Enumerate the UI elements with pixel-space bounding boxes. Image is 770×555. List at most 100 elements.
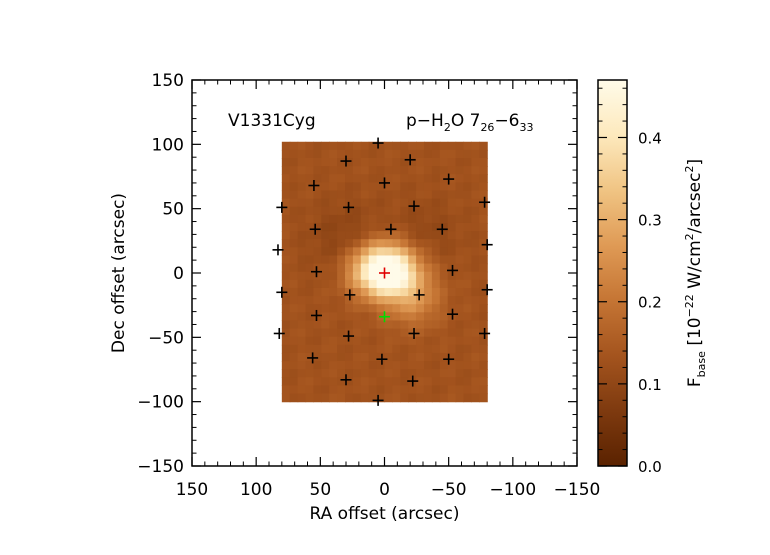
heatmap-cell [360,361,370,370]
heatmap-cell [471,141,480,151]
heatmap-cell [463,336,472,346]
heatmap-cell [376,247,386,257]
heatmap-cell [321,393,330,403]
heatmap-cell [471,214,480,224]
heatmap-cell [313,336,322,346]
spaxel-marker [376,353,388,365]
heatmap-cell [313,377,322,387]
heatmap-cell [471,166,480,175]
heatmap-cell [479,352,488,362]
heatmap-cell [360,149,370,159]
heatmap-cell [297,190,307,200]
heatmap-cell [471,271,480,281]
spaxel-marker [481,239,493,251]
heatmap-cell [455,279,465,289]
heatmap-cell [329,222,338,232]
heatmap-cell [360,198,370,208]
heatmap-cell [313,296,322,305]
heatmap-cell [479,312,488,322]
heatmap-cell [305,166,315,175]
heatmap-cell [289,247,299,257]
heatmap-cell [439,198,449,208]
heatmap-cell [431,263,441,273]
heatmap-cell [360,312,370,322]
heatmap-cell [423,352,433,362]
heatmap-cell [455,344,465,354]
spaxel-marker [443,353,455,365]
spaxel-marker [407,375,419,387]
heatmap-cell [321,263,330,273]
heatmap-cell [416,304,425,313]
spaxel-marker [404,154,416,166]
heatmap-cell [471,182,480,192]
heatmap-cell [455,206,465,216]
heatmap-cell [352,239,362,248]
heatmap-cell [400,344,409,354]
heatmap-cell [337,206,346,216]
heatmap-cell [423,312,433,322]
heatmap-cell [479,377,488,387]
heatmap-cell [305,296,315,305]
heatmap-cell [408,255,417,265]
line-label: p−H2O 726−633 [406,111,534,134]
heatmap-cell [479,344,488,354]
heatmap-cell [455,222,465,232]
heatmap-cell [479,141,488,151]
heatmap-cell [289,352,299,362]
heatmap-cell [416,174,425,183]
heatmap-cell [400,287,409,297]
heatmap-cell [281,214,291,224]
heatmap-cell [345,158,354,167]
heatmap-cell [368,271,378,281]
heatmap-cell [439,239,449,248]
heatmap-cell [463,198,472,208]
heatmap-cell [455,141,465,151]
heatmap-cell [329,352,338,362]
axis-ticks: 150 100 50 0 −50 −100 −150 150 100 50 0 −50 −100 −150 [137,71,600,500]
heatmap-cell [289,271,299,281]
heatmap-cell [439,328,449,338]
heatmap-cell [313,247,322,257]
heatmap-cell [400,336,409,346]
heatmap-cell [313,320,322,330]
heatmap-cell [439,141,449,151]
heatmap-cell [431,271,441,281]
heatmap-cell [313,263,322,273]
heatmap-cell [455,328,465,338]
heatmap-cell [384,247,393,257]
heatmap-cell [360,369,370,378]
heatmap-cell [455,361,465,370]
heatmap-cell [297,336,307,346]
heatmap-cell [463,312,472,322]
heatmap-cell [408,279,417,289]
heatmap-cell [281,296,291,305]
heatmap-cell [463,304,472,313]
heatmap-cell [329,336,338,346]
heatmap-cell [368,393,378,403]
heatmap-cell [345,320,354,330]
spaxel-marker [379,177,390,189]
heatmap-cell [408,214,417,224]
heatmap-cell [313,222,322,232]
heatmap-cell [463,214,472,224]
heatmap-cell [352,141,362,151]
heatmap-cell [289,214,299,224]
heatmap-cell [431,352,441,362]
heatmap-cell [289,255,299,265]
heatmap-cell [305,263,315,273]
heatmap-cell [281,263,291,273]
heatmap-cell [360,239,370,248]
heatmap-cell [281,158,291,167]
heatmap-cell [392,352,401,362]
heatmap-cell [313,231,322,240]
heatmap-cell [400,263,409,273]
heatmap-cell [400,352,409,362]
heatmap-cell [384,393,393,403]
heatmap-cell [345,174,354,183]
heatmap-cell [392,141,401,151]
heatmap-cell [305,190,315,200]
heatmap-cell [329,166,338,175]
heatmap-cell [321,352,330,362]
heatmap-cell [345,369,354,378]
heatmap-cell [305,206,315,216]
